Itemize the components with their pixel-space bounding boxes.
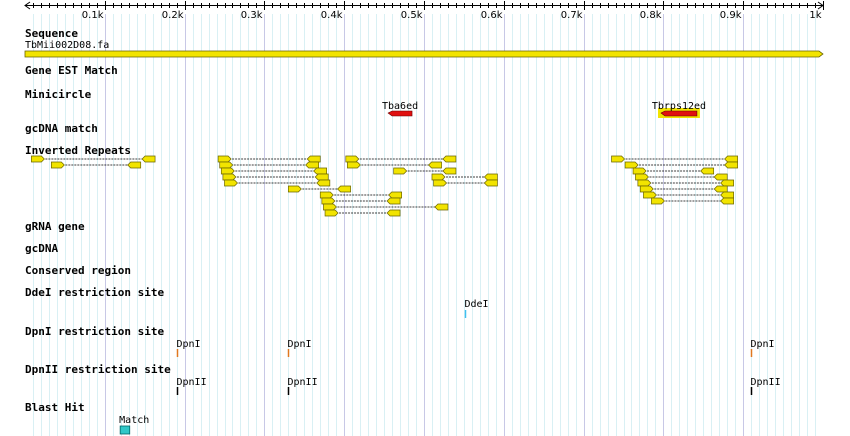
repeat-arm-right[interactable] xyxy=(713,185,728,193)
sequence-bar[interactable] xyxy=(24,50,824,58)
track-label-minicircle: Minicircle xyxy=(25,88,92,101)
scale-ruler: 0.1k 0.2k 0.3k 0.4k 0.5k 0.6k 0.7k 0.8k 0.9k 1k xyxy=(24,1,824,21)
repeat-arm-right[interactable] xyxy=(127,161,142,169)
ddei-site-label: DdeI xyxy=(465,299,489,310)
repeat-arm-left[interactable] xyxy=(287,185,302,193)
ddei-sites: DdeI xyxy=(465,299,489,318)
ruler-tick-label: 0.5k xyxy=(401,10,423,21)
dpnii-site-label: DpnII xyxy=(751,377,781,388)
ruler-tick-label: 0.1k xyxy=(82,10,104,21)
repeat-arm-right[interactable] xyxy=(316,179,331,187)
repeat-arm-right[interactable] xyxy=(483,179,498,187)
minicircle-features: Tba6ed Tbrps12ed xyxy=(382,101,706,118)
repeat-arm-right[interactable] xyxy=(720,197,734,205)
ruler-tick-label: 0.8k xyxy=(640,10,662,21)
repeat-arm-right[interactable] xyxy=(306,155,321,163)
repeat-arm-left[interactable] xyxy=(393,167,408,175)
ruler-tick-label: 0.6k xyxy=(481,10,503,21)
repeat-arm-left[interactable] xyxy=(635,173,649,181)
ruler-tick-label: 0.2k xyxy=(162,10,184,21)
ruler-tick-label: 1k xyxy=(809,10,821,21)
repeat-arm-left[interactable] xyxy=(219,161,234,169)
repeat-arm-left[interactable] xyxy=(431,173,446,181)
repeat-arm-right[interactable] xyxy=(442,167,457,175)
repeat-arm-right[interactable] xyxy=(313,167,327,175)
blast-hit-feature[interactable] xyxy=(119,425,131,435)
track-label-ddei: DdeI restriction site xyxy=(25,286,164,299)
repeat-arm-right[interactable] xyxy=(386,209,401,217)
ruler-tick-label: 0.9k xyxy=(720,10,742,21)
repeat-arm-right[interactable] xyxy=(442,155,457,163)
track-label-gcdna: gcDNA xyxy=(25,242,58,255)
track-label-blast-hit: Blast Hit xyxy=(25,401,85,414)
repeat-arm-left[interactable] xyxy=(321,197,336,205)
repeat-arm-right[interactable] xyxy=(724,161,738,169)
track-label-gene-est: Gene EST Match xyxy=(25,64,118,77)
repeat-arm-right[interactable] xyxy=(483,173,498,181)
repeat-arm-left[interactable] xyxy=(319,191,334,199)
repeat-arm-left[interactable] xyxy=(347,161,361,169)
repeat-arm-right[interactable] xyxy=(314,173,329,181)
ruler-tick-label: 0.7k xyxy=(561,10,583,21)
repeat-arm-right[interactable] xyxy=(720,191,734,199)
repeat-arm-right[interactable] xyxy=(700,167,715,175)
track-label-dpnii: DpnII restriction site xyxy=(25,363,171,376)
repeat-arm-left[interactable] xyxy=(639,185,654,193)
repeat-arm-left[interactable] xyxy=(624,161,639,169)
repeat-arm-left[interactable] xyxy=(611,155,626,163)
repeat-arm-left[interactable] xyxy=(224,179,238,187)
dpni-site-label: DpnI xyxy=(288,339,312,350)
repeat-arm-left[interactable] xyxy=(643,191,657,199)
blast-hit-label: Match xyxy=(119,415,149,426)
minicircle-feature[interactable] xyxy=(660,110,698,117)
ruler-tick-label: 0.3k xyxy=(241,10,263,21)
track-label-conserved-region: Conserved region xyxy=(25,264,131,277)
repeat-arm-right[interactable] xyxy=(388,191,403,199)
repeat-arm-right[interactable] xyxy=(434,203,449,211)
dpnii-site-label: DpnII xyxy=(288,377,318,388)
dpni-site-label: DpnI xyxy=(177,339,201,350)
repeat-arm-right[interactable] xyxy=(428,161,442,169)
repeat-arm-left[interactable] xyxy=(220,167,235,175)
repeat-arm-left[interactable] xyxy=(222,173,237,181)
repeat-arm-left[interactable] xyxy=(50,161,65,169)
repeat-arm-left[interactable] xyxy=(433,179,448,187)
track-label-inverted-repeats: Inverted Repeats xyxy=(25,144,131,157)
repeat-arm-right[interactable] xyxy=(724,155,738,163)
repeat-arm-left[interactable] xyxy=(31,155,45,163)
dpnii-site-label: DpnII xyxy=(177,377,207,388)
ruler-tick-label: 0.4k xyxy=(321,10,343,21)
track-label-sequence: Sequence xyxy=(25,27,78,40)
track-label-gcdna-match: gcDNA match xyxy=(25,122,98,135)
blast-hit-features: Match xyxy=(119,415,149,435)
sequence-name: TbMii002D08.fa xyxy=(25,40,109,51)
repeat-arm-left[interactable] xyxy=(632,167,647,175)
repeat-arm-right[interactable] xyxy=(305,161,320,169)
repeat-arm-left[interactable] xyxy=(637,179,652,187)
minicircle-feature[interactable] xyxy=(387,110,413,117)
repeat-arm-right[interactable] xyxy=(720,179,734,187)
repeat-arm-right[interactable] xyxy=(337,185,351,193)
minicircle-feature-label: Tbrps12ed xyxy=(652,101,706,112)
ruler-arrow-left xyxy=(24,1,31,10)
inverted-repeat-features xyxy=(31,155,738,217)
repeat-arm-left[interactable] xyxy=(217,155,232,163)
dpnii-sites: DpnII DpnII DpnII xyxy=(177,377,781,395)
repeat-arm-left[interactable] xyxy=(323,203,337,211)
repeat-arm-right[interactable] xyxy=(141,155,156,163)
track-label-dpni: DpnI restriction site xyxy=(25,325,164,338)
track-label-grna-gene: gRNA gene xyxy=(25,220,85,233)
repeat-arm-right[interactable] xyxy=(386,197,401,205)
dpni-site-label: DpnI xyxy=(751,339,775,350)
repeat-arm-left[interactable] xyxy=(324,209,339,217)
dpni-sites: DpnI DpnI DpnI xyxy=(177,339,775,357)
grid-lines xyxy=(33,14,816,436)
repeat-arm-right[interactable] xyxy=(713,173,728,181)
sequence-feature[interactable] xyxy=(24,50,824,58)
minicircle-feature-label: Tba6ed xyxy=(382,101,418,112)
repeat-arm-left[interactable] xyxy=(651,197,665,205)
repeat-arm-left[interactable] xyxy=(345,155,360,163)
